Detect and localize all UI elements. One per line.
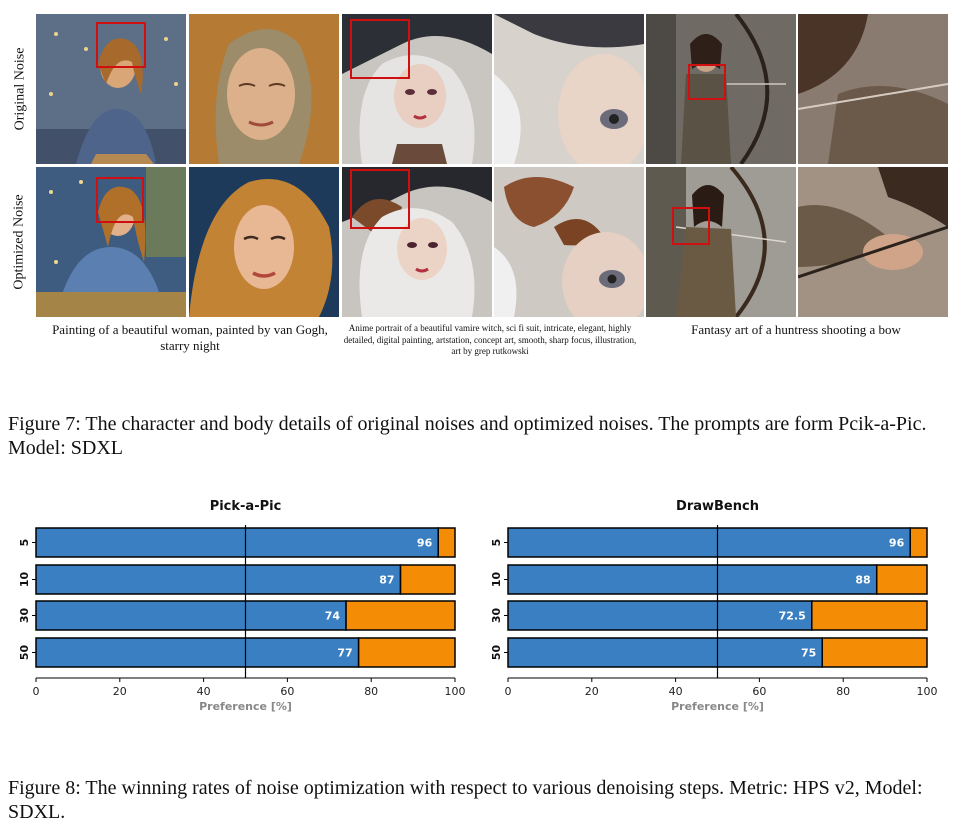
x-tick-label: 40 (197, 685, 211, 698)
x-tick-label: 0 (33, 685, 40, 698)
crop-box (350, 169, 410, 229)
y-tick-label: 50 (18, 645, 31, 661)
bar-win (35, 600, 347, 631)
bar-win (507, 527, 911, 558)
x-tick-label: 60 (752, 685, 766, 698)
y-tick-label: 10 (18, 572, 31, 588)
x-axis-label: Preference [%] (671, 700, 764, 713)
image-vangogh-optimized-zoom (189, 167, 339, 317)
image-witch-optimized-zoom (494, 167, 644, 317)
bar-value-label: 87 (379, 574, 394, 587)
bar-win (507, 637, 823, 668)
bar-win (507, 564, 878, 595)
image-vangogh-original (36, 14, 186, 164)
image-witch-optimized (342, 167, 492, 317)
figure-7-caption: Figure 7: The character and body details… (8, 413, 927, 459)
x-axis-label: Preference [%] (199, 700, 292, 713)
bar-win (35, 527, 439, 558)
y-tick-label: 5 (490, 539, 503, 547)
image-huntress-original-zoom (798, 14, 948, 164)
y-tick-label: 5 (18, 539, 31, 547)
bar-win (35, 564, 402, 595)
bar-value-label: 77 (337, 647, 352, 660)
crop-box (96, 177, 144, 223)
x-tick-label: 20 (113, 685, 127, 698)
image-vangogh-original-zoom (189, 14, 339, 164)
chart-title: Pick-a-Pic (210, 499, 282, 514)
crop-box (96, 22, 146, 68)
prompt-witch: Anime portrait of a beautiful vamire wit… (343, 323, 637, 357)
bar-lose (909, 527, 928, 558)
chart-title: DrawBench (676, 499, 759, 514)
bar-lose (811, 600, 928, 631)
bar-value-label: 96 (417, 537, 433, 550)
image-huntress-optimized (646, 167, 796, 317)
crop-box (350, 19, 410, 79)
bar-lose (357, 637, 456, 668)
bar-win (507, 600, 813, 631)
image-vangogh-optimized (36, 167, 186, 317)
bar-value-label: 88 (855, 574, 870, 587)
x-tick-label: 0 (505, 685, 512, 698)
image-huntress-optimized-zoom (798, 167, 948, 317)
row-label-optimized: Optimized Noise (12, 194, 28, 290)
x-tick-label: 80 (364, 685, 378, 698)
x-tick-label: 20 (585, 685, 599, 698)
bar-lose (437, 527, 456, 558)
crop-box (672, 207, 710, 245)
bar-win (35, 637, 360, 668)
prompt-huntress: Fantasy art of a huntress shooting a bow (691, 322, 901, 337)
bar-lose (345, 600, 456, 631)
image-witch-original-zoom (494, 14, 644, 164)
bar-lose (399, 564, 456, 595)
x-tick-label: 80 (836, 685, 850, 698)
y-tick-label: 10 (490, 572, 503, 588)
bar-value-label: 75 (801, 647, 816, 660)
bar-lose (821, 637, 928, 668)
y-tick-label: 50 (490, 645, 503, 661)
bar-value-label: 96 (889, 537, 905, 550)
image-witch-original (342, 14, 492, 164)
prompt-vangogh: Painting of a beautiful woman, painted b… (52, 322, 328, 354)
figure-8-caption: Figure 8: The winning rates of noise opt… (8, 777, 923, 823)
bar-value-label: 74 (325, 610, 341, 623)
row-label-original: Original Noise (12, 47, 28, 131)
bar-lose (875, 564, 928, 595)
image-huntress-original (646, 14, 796, 164)
x-tick-label: 60 (280, 685, 294, 698)
bar-value-label: 72.5 (779, 610, 806, 623)
y-tick-label: 30 (490, 608, 503, 624)
crop-box (688, 64, 726, 100)
x-tick-label: 100 (917, 685, 938, 698)
x-tick-label: 100 (445, 685, 466, 698)
y-tick-label: 30 (18, 608, 31, 624)
x-tick-label: 40 (669, 685, 683, 698)
